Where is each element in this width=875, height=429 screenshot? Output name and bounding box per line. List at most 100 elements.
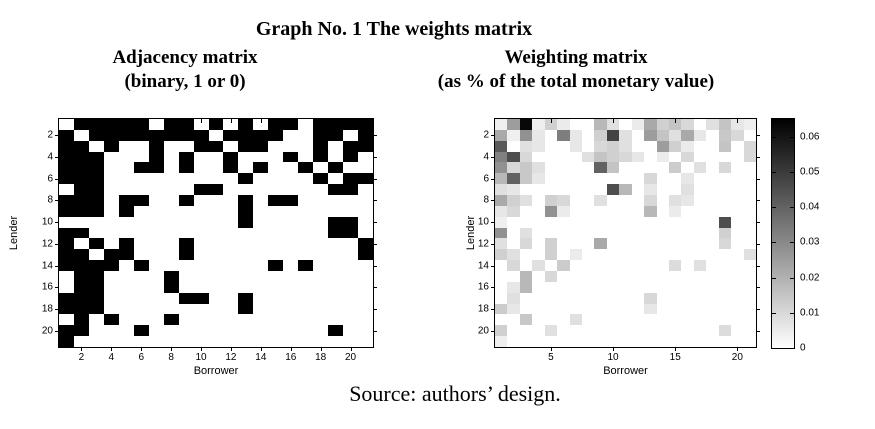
matrix-cell [268,216,284,228]
matrix-cell [507,205,520,217]
tick-mark [141,347,143,351]
matrix-cell [343,292,359,304]
matrix-cell [283,205,299,217]
matrix-cell [619,336,632,347]
matrix-cell [693,184,707,195]
matrix-cell [88,140,104,152]
matrix-cell [507,194,520,206]
matrix-cell [569,227,582,239]
tick-mark [756,156,760,158]
matrix-cell [569,238,582,250]
matrix-cell [693,216,707,228]
matrix-cell [223,292,239,304]
matrix-cell [223,216,239,228]
matrix-cell [532,303,545,315]
matrix-cell [59,151,74,163]
matrix-cell [298,151,314,163]
matrix-cell [669,216,682,228]
matrix-cell [606,129,620,141]
matrix-cell [59,173,74,185]
matrix-cell [594,314,607,326]
left-subtitle-line2: (binary, 1 or 0) [124,71,246,92]
matrix-cell [507,292,520,304]
matrix-cell [283,260,299,271]
matrix-cell [706,129,719,141]
matrix-cell [631,303,645,315]
matrix-cell [148,227,164,239]
matrix-cell [606,292,620,304]
matrix-cell [669,227,682,239]
matrix-cell [298,227,314,239]
matrix-cell [544,184,558,195]
matrix-cell [619,281,632,293]
matrix-cell [328,270,344,282]
tick-mark [790,242,794,244]
matrix-cell [681,129,694,141]
tick-mark [55,243,59,245]
matrix-cell [133,281,149,293]
matrix-cell [343,151,359,163]
matrix-cell [557,325,570,337]
matrix-cell [73,292,89,304]
matrix-cell [731,162,744,174]
matrix-cell [731,205,744,217]
matrix-cell [313,194,329,206]
matrix-cell [178,162,194,174]
matrix-cell [118,184,134,195]
matrix-cell [569,184,582,195]
matrix-cell [328,119,344,130]
matrix-cell [343,270,359,282]
matrix-cell [223,119,239,130]
matrix-cell [731,336,744,347]
matrix-cell [118,140,134,152]
matrix-cell [544,205,558,217]
matrix-cell [208,140,224,152]
tick-mark [350,119,352,123]
matrix-cell [681,238,694,250]
tick-mark [613,119,615,123]
matrix-cell [706,162,719,174]
matrix-cell [328,216,344,228]
matrix-cell [118,151,134,163]
matrix-cell [606,216,620,228]
matrix-cell [238,292,254,304]
matrix-cell [582,194,595,206]
matrix-cell [606,205,620,217]
matrix-cell [594,249,607,261]
matrix-cell [544,292,558,304]
matrix-cell [328,173,344,185]
matrix-cell [507,249,520,261]
matrix-cell [163,216,179,228]
matrix-cell [358,129,373,141]
tick-mark [55,200,59,202]
matrix-cell [163,281,179,293]
matrix-cell [193,292,209,304]
matrix-cell [532,281,545,293]
matrix-cell [582,151,595,163]
tick-mark [55,265,59,267]
matrix-cell [208,129,224,141]
matrix-cell [73,314,89,326]
matrix-cell [693,292,707,304]
matrix-cell [178,140,194,152]
matrix-cell [594,325,607,337]
matrix-cell [656,314,669,326]
matrix-cell [88,151,104,163]
matrix-cell [208,260,224,271]
matrix-cell [519,194,533,206]
matrix-cell [223,303,239,315]
matrix-cell [328,238,344,250]
matrix-cell [582,281,595,293]
matrix-cell [283,325,299,337]
matrix-cell [223,162,239,174]
matrix-cell [656,151,669,163]
tick-mark [756,200,760,202]
matrix-cell [208,194,224,206]
matrix-cell [557,194,570,206]
matrix-cell [544,151,558,163]
matrix-cell [669,314,682,326]
matrix-cell [133,140,149,152]
matrix-cell [238,336,254,347]
matrix-cell [507,281,520,293]
matrix-cell [743,325,756,337]
